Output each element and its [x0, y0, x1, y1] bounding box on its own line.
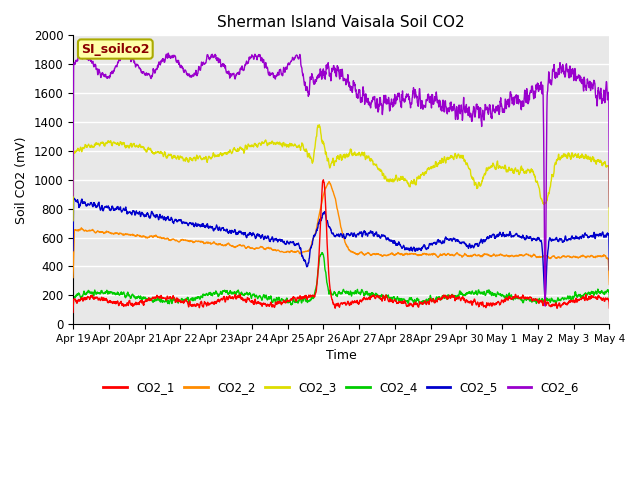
Legend: CO2_1, CO2_2, CO2_3, CO2_4, CO2_5, CO2_6: CO2_1, CO2_2, CO2_3, CO2_4, CO2_5, CO2_6	[99, 377, 584, 399]
Y-axis label: Soil CO2 (mV): Soil CO2 (mV)	[15, 136, 28, 224]
X-axis label: Time: Time	[326, 349, 356, 362]
Text: SI_soilco2: SI_soilco2	[81, 43, 150, 56]
Title: Sherman Island Vaisala Soil CO2: Sherman Island Vaisala Soil CO2	[218, 15, 465, 30]
